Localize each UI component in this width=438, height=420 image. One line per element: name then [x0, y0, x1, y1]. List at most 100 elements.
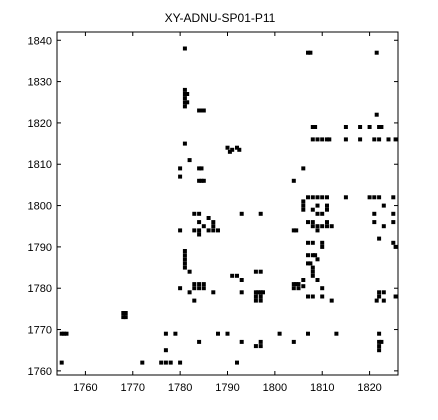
data-point — [235, 273, 239, 278]
data-point — [327, 137, 332, 142]
data-point — [197, 166, 202, 171]
data-point — [320, 286, 325, 291]
data-point — [325, 137, 329, 142]
data-point — [182, 92, 187, 96]
data-point — [206, 216, 211, 220]
data-point — [197, 228, 202, 233]
data-point — [185, 92, 190, 96]
data-point — [201, 286, 206, 291]
x-axis-ticks: 1760 1770 1780 1790 1800 1810 1820 — [73, 32, 382, 394]
data-point — [308, 261, 313, 266]
y-tick-label: 1770 — [28, 325, 52, 337]
data-point — [393, 137, 398, 142]
axes-box — [56, 31, 399, 376]
data-point — [225, 331, 230, 336]
data-point — [325, 224, 329, 229]
data-point — [377, 339, 382, 344]
data-point — [253, 298, 258, 303]
data-point — [301, 199, 306, 204]
data-point — [310, 137, 315, 142]
data-point — [306, 240, 310, 245]
data-point — [343, 137, 348, 142]
data-point — [343, 125, 348, 129]
data-point — [182, 96, 187, 101]
chart-title: XY-ADNU-SP01-P11 — [165, 11, 276, 25]
data-point — [163, 360, 168, 365]
data-point — [315, 228, 320, 233]
data-point — [320, 137, 325, 142]
data-point — [182, 100, 187, 105]
data-point — [320, 240, 325, 245]
data-point — [197, 286, 202, 291]
data-point — [310, 240, 315, 245]
y-tick-label: 1840 — [28, 35, 52, 47]
data-point — [306, 294, 310, 299]
data-point — [64, 331, 69, 336]
data-point — [306, 331, 310, 336]
data-point — [182, 253, 187, 258]
data-point — [291, 339, 296, 344]
data-point — [391, 211, 396, 216]
data-point — [320, 211, 325, 216]
data-point — [235, 360, 239, 365]
data-point — [192, 298, 197, 303]
data-point — [201, 178, 206, 183]
x-tick-label: 1800 — [263, 382, 287, 394]
data-point — [377, 236, 382, 241]
data-point — [306, 253, 310, 258]
data-point — [291, 282, 296, 287]
data-point — [291, 228, 296, 233]
data-point — [377, 294, 382, 299]
data-point — [178, 228, 183, 233]
data-point — [308, 50, 313, 55]
data-point — [381, 298, 386, 303]
data-point — [296, 286, 301, 291]
data-point — [197, 232, 202, 237]
data-point — [381, 290, 386, 295]
data-point — [315, 137, 320, 142]
data-point — [334, 331, 339, 336]
data-point — [178, 166, 183, 171]
data-point — [258, 269, 263, 274]
data-point — [315, 195, 320, 200]
data-point — [201, 224, 206, 229]
data-point — [211, 220, 216, 225]
data-point — [377, 344, 382, 349]
data-point — [185, 100, 190, 105]
data-point — [325, 220, 329, 225]
x-tick-label: 1770 — [121, 382, 145, 394]
data-point — [310, 220, 315, 225]
data-point — [310, 195, 315, 200]
data-point — [310, 125, 315, 129]
data-point — [301, 203, 306, 208]
data-point — [197, 108, 202, 113]
data-point — [197, 220, 202, 225]
data-point — [372, 220, 377, 225]
data-point — [192, 211, 197, 216]
data-point — [225, 145, 230, 150]
data-point — [227, 149, 232, 154]
data-point — [358, 137, 363, 142]
data-point — [178, 286, 183, 291]
data-point — [258, 298, 263, 303]
data-point — [206, 228, 211, 233]
data-point — [374, 112, 379, 117]
data-point — [253, 290, 258, 295]
data-point — [182, 257, 187, 262]
data-point — [187, 290, 192, 295]
data-point — [173, 331, 178, 336]
data-point — [315, 278, 320, 282]
data-point — [178, 174, 183, 179]
data-point — [329, 298, 334, 303]
data-point — [239, 211, 244, 216]
data-point — [201, 108, 206, 113]
data-point — [261, 290, 265, 295]
data-point — [192, 282, 197, 287]
data-point — [199, 108, 204, 113]
y-tick-label: 1790 — [28, 242, 52, 254]
data-point — [258, 339, 263, 344]
data-point — [192, 286, 197, 291]
data-point — [306, 220, 310, 225]
data-point — [310, 273, 315, 278]
y-axis-ticks: 1760 1770 1780 1790 1800 1810 1820 1830 1840 — [28, 35, 398, 378]
